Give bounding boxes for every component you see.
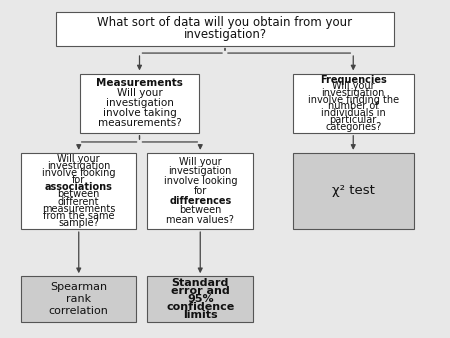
FancyBboxPatch shape [148,153,253,229]
FancyBboxPatch shape [21,276,136,322]
FancyBboxPatch shape [292,74,414,133]
Text: χ² test: χ² test [332,185,375,197]
Text: 95%: 95% [187,294,214,304]
Text: Will your: Will your [58,154,100,164]
Text: Will your: Will your [179,157,221,167]
Text: associations: associations [45,183,112,192]
Text: involve looking: involve looking [163,176,237,186]
Text: investigation?: investigation? [184,28,266,41]
FancyBboxPatch shape [148,276,253,322]
FancyBboxPatch shape [292,153,414,229]
Text: from the same: from the same [43,211,114,221]
Text: involve finding the: involve finding the [308,95,399,105]
FancyBboxPatch shape [21,153,136,229]
Text: What sort of data will you obtain from your: What sort of data will you obtain from y… [98,16,352,29]
Text: different: different [58,196,99,207]
Text: between: between [58,190,100,199]
Text: categories?: categories? [325,122,382,131]
Text: rank: rank [66,294,91,304]
Text: Frequencies: Frequencies [320,75,387,84]
Text: Measurements: Measurements [96,78,183,88]
Text: investigation: investigation [169,167,232,176]
Text: Spearman: Spearman [50,282,107,292]
Text: involve looking: involve looking [42,168,116,178]
Text: Standard: Standard [171,279,229,288]
FancyBboxPatch shape [80,74,199,133]
Text: measurements?: measurements? [98,119,181,128]
Text: involve taking: involve taking [103,108,176,118]
Text: investigation: investigation [47,161,110,171]
Text: error and: error and [171,286,230,296]
Text: limits: limits [183,310,217,320]
Text: for: for [194,186,207,196]
Text: investigation: investigation [322,88,385,98]
Text: particular: particular [329,115,377,125]
FancyBboxPatch shape [56,12,394,46]
Text: number of: number of [328,101,378,112]
Text: differences: differences [169,196,231,206]
Text: sample?: sample? [58,218,99,228]
Text: between: between [179,206,221,215]
Text: correlation: correlation [49,306,109,316]
Text: measurements: measurements [42,203,116,214]
Text: Will your: Will your [332,81,374,91]
Text: Will your: Will your [117,88,162,98]
Text: confidence: confidence [166,302,234,312]
Text: individuals in: individuals in [321,108,386,118]
Text: mean values?: mean values? [166,215,234,225]
Text: investigation: investigation [106,98,173,108]
Text: for: for [72,175,86,186]
